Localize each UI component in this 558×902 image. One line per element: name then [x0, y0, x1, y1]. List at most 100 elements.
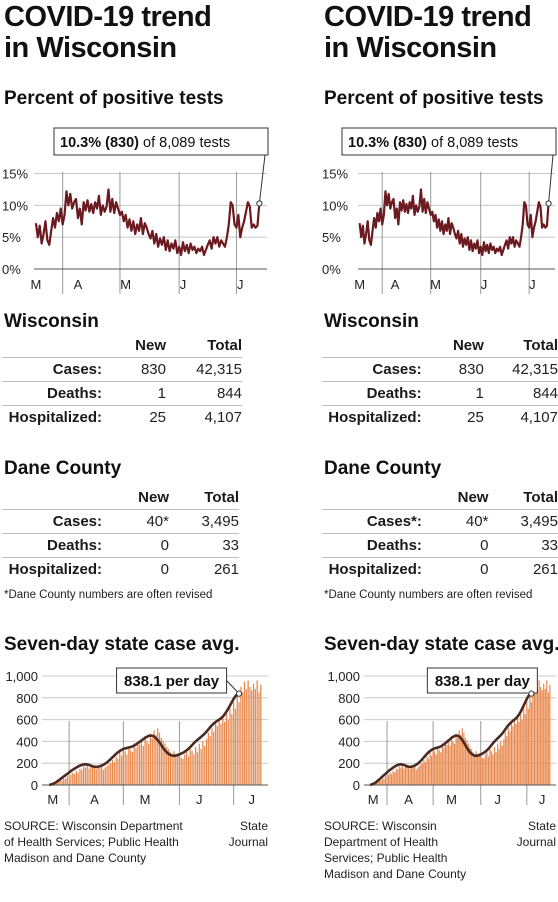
x-tick-label: M	[368, 792, 379, 807]
daily-case-bar	[481, 757, 483, 785]
y-tick-label: 0%	[322, 262, 341, 277]
positive-tests-chart: 15% 10% 5% 0% M A M J J 10.3% (830) of 8,089 test…	[322, 127, 557, 294]
daily-case-bar	[546, 680, 548, 785]
daily-case-bar	[447, 739, 450, 785]
daily-case-bar	[113, 762, 115, 785]
case-average-title: Seven-day state case avg.	[4, 634, 240, 655]
col-new-header: New	[138, 489, 169, 506]
daily-case-bar	[167, 749, 170, 785]
daily-case-bar	[415, 769, 417, 785]
daily-case-bar	[213, 731, 215, 785]
daily-case-bar	[260, 684, 262, 785]
daily-case-bar	[258, 692, 260, 785]
wisconsin-stats-table: New Total Cases: 830 42,315 Deaths: 1 844 Hosp…	[2, 334, 242, 429]
daily-case-bar	[99, 768, 101, 785]
y-tick-label: 15%	[2, 167, 28, 182]
total-value: 3,495	[169, 509, 239, 534]
daily-case-bar	[460, 734, 462, 785]
daily-case-bar	[231, 714, 233, 785]
daily-case-bar	[211, 728, 213, 785]
row-label: Hospitalized:	[2, 405, 106, 429]
latest-point	[545, 200, 552, 207]
row-label: Deaths:	[322, 381, 426, 406]
x-tick-label: J	[529, 277, 536, 292]
daily-case-bar	[467, 743, 470, 785]
daily-case-bar	[193, 754, 195, 785]
daily-case-bar	[81, 769, 83, 785]
positive-rate-line	[358, 188, 550, 257]
daily-case-bar	[414, 764, 416, 785]
daily-case-bar	[535, 681, 537, 785]
daily-case-bar	[377, 781, 379, 785]
daily-case-bar	[238, 702, 240, 785]
x-tick-label: A	[90, 792, 99, 807]
daily-case-bar	[220, 723, 222, 785]
daily-case-bar	[191, 751, 193, 785]
daily-case-bar	[461, 728, 463, 785]
daily-case-bar	[160, 738, 162, 785]
seven-day-average-line	[48, 692, 240, 787]
footnote: *Dane County numbers are often revised	[4, 589, 213, 601]
daily-case-bar	[487, 756, 490, 785]
daily-case-bar	[101, 764, 103, 785]
daily-case-bar	[242, 692, 244, 785]
daily-case-bar	[186, 752, 188, 785]
daily-case-bar	[444, 742, 447, 785]
daily-case-bar	[64, 779, 67, 785]
daily-case-bar	[466, 740, 468, 785]
row-label: Deaths:	[2, 533, 106, 558]
y-tick-label: 5%	[322, 230, 341, 245]
daily-case-bar	[84, 767, 87, 785]
daily-case-bar	[498, 749, 500, 785]
x-tick-label: A	[74, 277, 83, 292]
daily-case-bar	[486, 752, 488, 785]
daily-case-bar	[124, 751, 126, 785]
daily-case-bar	[391, 774, 393, 785]
daily-case-bar	[155, 734, 157, 785]
daily-case-bar	[233, 702, 235, 785]
col-new-header: New	[457, 489, 489, 506]
daily-case-bar	[490, 751, 493, 785]
y-tick-label: 400	[338, 734, 360, 749]
daily-case-bar	[175, 756, 177, 785]
daily-case-bar	[530, 702, 533, 785]
daily-case-bar	[204, 745, 206, 785]
daily-case-bar	[463, 732, 465, 785]
y-tick-label: 800	[338, 691, 360, 706]
x-tick-label: J	[481, 277, 488, 292]
daily-case-bar	[500, 741, 502, 785]
daily-case-bar	[547, 692, 549, 785]
daily-case-bar	[507, 728, 509, 785]
daily-case-bar	[435, 754, 437, 785]
daily-case-bar	[384, 776, 387, 785]
daily-case-bar	[137, 742, 139, 785]
daily-case-bar	[128, 746, 130, 785]
daily-case-bar	[171, 754, 173, 785]
daily-case-bar	[483, 758, 485, 785]
callout-text: 10.3% (830) of 8,089 tests	[348, 135, 518, 151]
y-tick-label: 600	[16, 713, 38, 728]
daily-case-bar	[510, 721, 513, 785]
daily-case-bar	[59, 780, 61, 785]
daily-case-bar	[544, 689, 546, 785]
page-title: COVID-19 trend in Wisconsin	[324, 1, 532, 64]
daily-case-bar	[409, 769, 411, 785]
col-total-header: Total	[204, 489, 239, 506]
daily-case-bar	[434, 751, 436, 785]
daily-case-bar	[254, 689, 256, 785]
daily-case-bar	[389, 773, 391, 785]
daily-case-bar	[504, 732, 506, 785]
case-average-title: Seven-day state case avg.	[324, 634, 558, 655]
x-tick-label: M	[430, 277, 441, 292]
panel-right: COVID-19 trend in Wisconsin Percent of p…	[320, 0, 558, 902]
daily-case-bar	[526, 702, 528, 785]
new-value: 25	[106, 405, 166, 429]
daily-case-bar	[86, 765, 88, 785]
daily-case-bar	[227, 719, 229, 785]
daily-case-bar	[492, 754, 494, 785]
daily-case-bar	[527, 708, 529, 785]
daily-case-bar	[477, 756, 479, 785]
row-label: Deaths:	[322, 533, 426, 558]
daily-case-bar	[93, 767, 96, 785]
